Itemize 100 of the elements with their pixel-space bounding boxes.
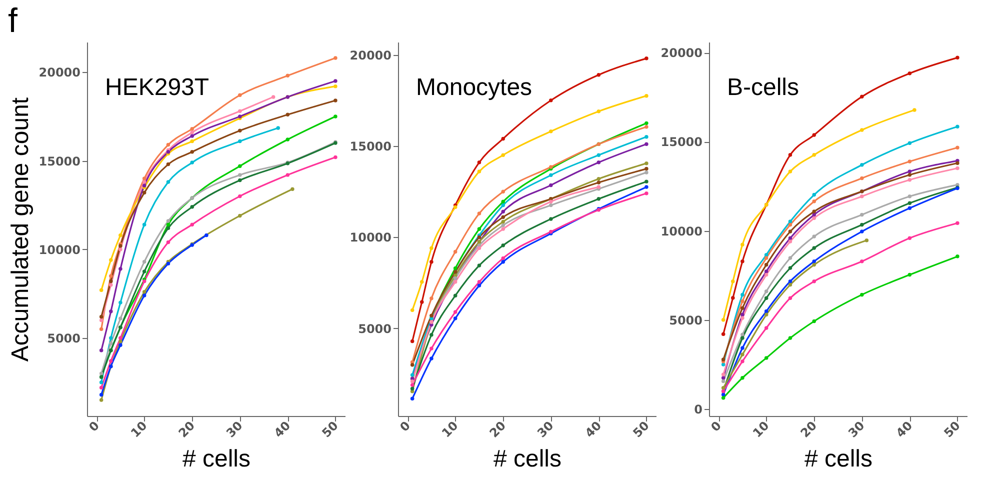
x-tick-label: 0: [708, 418, 724, 434]
point: [764, 309, 768, 314]
point: [410, 396, 414, 401]
x-tick-label: 50: [630, 418, 652, 440]
point: [644, 166, 648, 171]
y-tick-label: 5000: [669, 313, 702, 328]
y-axis-title: Accumulated gene count: [6, 97, 34, 362]
x-tick-label: 20: [486, 418, 509, 440]
point: [812, 262, 816, 267]
point: [166, 142, 170, 147]
point: [118, 267, 122, 271]
point: [99, 327, 104, 332]
point: [501, 223, 505, 228]
point: [860, 260, 864, 264]
point: [430, 332, 434, 337]
point: [721, 318, 726, 322]
point: [99, 348, 104, 352]
point: [596, 153, 601, 157]
point: [453, 250, 458, 254]
point: [166, 219, 170, 223]
point: [764, 252, 768, 257]
point: [477, 280, 482, 284]
point: [109, 341, 113, 346]
x-tick-label: 40: [893, 418, 916, 440]
x-axis-title: # cells: [493, 446, 562, 473]
point: [430, 246, 434, 250]
point: [286, 74, 290, 78]
point: [501, 244, 505, 248]
point: [740, 316, 744, 320]
point: [99, 392, 104, 397]
point: [908, 201, 912, 206]
y-tick-label: 10000: [660, 224, 702, 238]
point: [644, 94, 648, 98]
point: [908, 172, 912, 177]
point: [908, 272, 912, 277]
point: [788, 153, 792, 157]
x-tick-label: 30: [534, 418, 556, 440]
point: [721, 396, 726, 400]
point: [276, 126, 280, 130]
x-axis-title: # cells: [182, 446, 251, 473]
point: [740, 359, 744, 364]
point: [286, 173, 290, 177]
y-tick-label: 15000: [660, 135, 702, 150]
point: [109, 336, 113, 340]
point: [788, 240, 792, 244]
point: [477, 160, 482, 164]
point: [99, 398, 104, 402]
point: [644, 180, 648, 184]
point: [166, 222, 170, 226]
point: [740, 336, 744, 340]
point: [644, 121, 648, 126]
point: [477, 246, 482, 250]
point: [118, 343, 122, 347]
point: [410, 383, 414, 387]
point: [430, 314, 434, 318]
point: [477, 284, 482, 288]
point: [501, 256, 505, 260]
point: [644, 135, 648, 139]
point: [860, 128, 864, 132]
point: [549, 203, 553, 208]
point: [99, 314, 104, 319]
point: [908, 160, 912, 164]
point: [118, 316, 122, 320]
point: [501, 210, 505, 214]
point: [190, 222, 194, 226]
point: [860, 212, 864, 217]
point: [334, 98, 338, 102]
point: [764, 270, 768, 274]
point: [788, 296, 792, 300]
text: B-cells: [727, 74, 800, 101]
point: [334, 84, 338, 88]
point: [99, 386, 104, 390]
point: [238, 194, 242, 198]
point: [166, 162, 170, 166]
point: [812, 153, 816, 157]
point: [166, 226, 170, 230]
point: [238, 164, 242, 168]
point: [334, 155, 338, 160]
point: [764, 312, 768, 317]
point: [501, 136, 505, 141]
point: [812, 210, 816, 214]
point: [956, 124, 960, 128]
point: [788, 222, 792, 227]
text: Monocytes: [416, 74, 532, 101]
point: [740, 306, 744, 310]
point: [420, 300, 424, 304]
y-tick-label: 10000: [38, 242, 80, 257]
point: [908, 141, 912, 146]
point: [740, 376, 744, 380]
point: [740, 312, 744, 317]
x-tick-label: 0: [86, 418, 102, 434]
point: [290, 187, 294, 191]
point: [788, 279, 792, 284]
point: [788, 170, 792, 174]
y-tick-label: 15000: [350, 139, 392, 154]
point: [644, 170, 648, 174]
point: [912, 108, 916, 112]
point: [109, 359, 113, 363]
point: [109, 274, 113, 278]
point: [334, 79, 338, 83]
